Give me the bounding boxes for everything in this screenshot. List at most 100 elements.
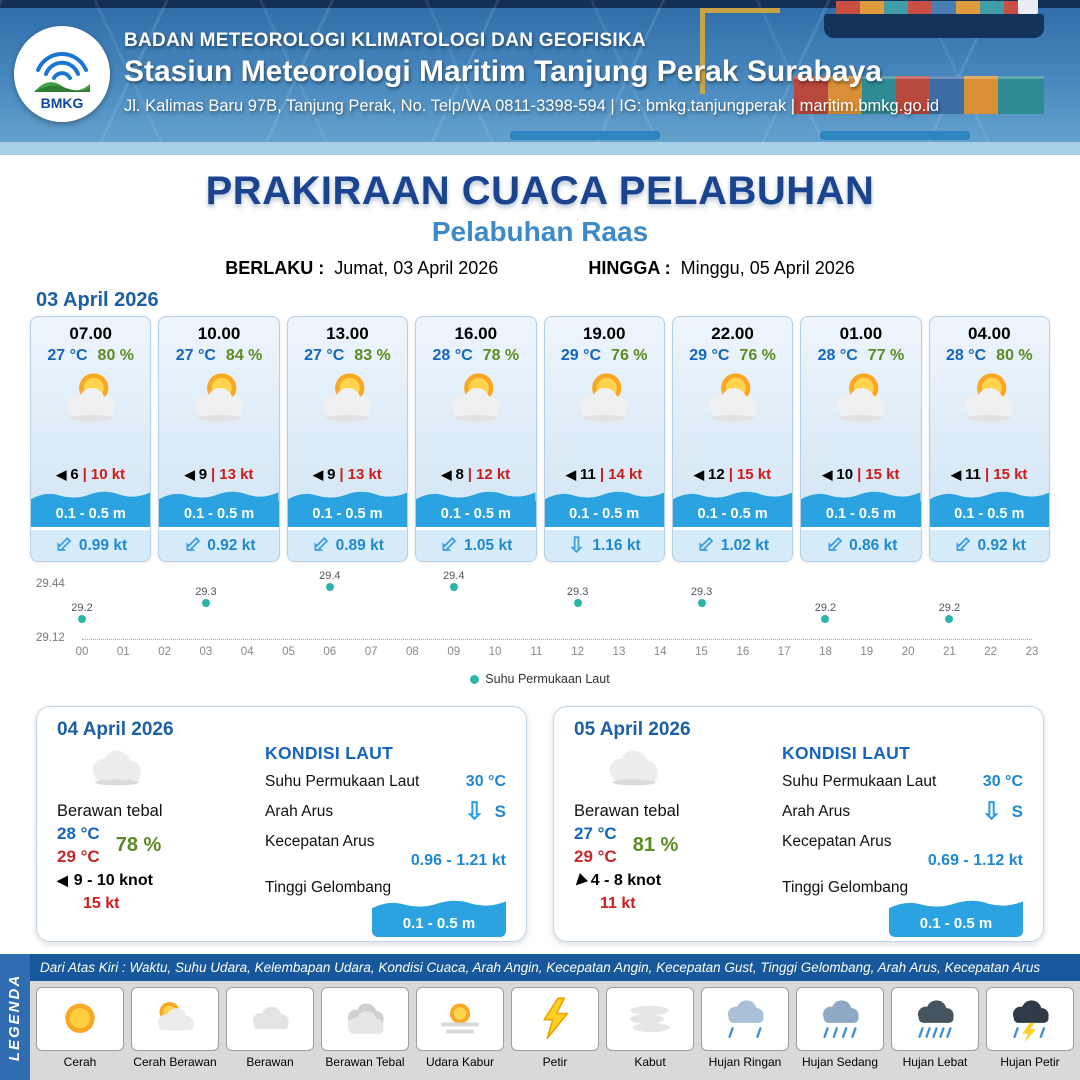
wave-height: 0.1 - 0.5 m [402,915,476,932]
wind-gust-separator: | [211,466,216,483]
legend-item: Hujan Ringan [701,987,789,1080]
current-direction-icon: ⇩ [464,798,485,825]
sst-xaxis: 00 01 02 03 04 05 06 07 08 09 10 11 12 13 14 15 16 17 18 19… [76,646,1039,662]
wind-gust-separator: | [728,466,733,483]
temp-humidity-row: 27 °C 83 % [288,347,407,365]
current-speed-value: 0.96 - 1.21 kt [410,852,506,869]
page-title: PRAKIRAAN CUACA PELABUHAN [205,169,875,213]
wind-gust-separator: | [82,466,87,483]
daily-wind-speed: 4 - 8 knot [590,871,662,889]
legend-item-label: Udara Kabur [425,1055,495,1069]
forecast-date: 03 April 2026 [36,289,159,311]
bench-illustration [820,131,970,140]
x-tick: 23 [1025,646,1039,658]
sst-value: 30 °C [982,773,1023,790]
wind-direction-icon: ◀ [56,466,67,482]
current-speed: 0.92 kt [207,536,256,554]
valid-until-label: HINGGA : [588,258,671,278]
wind-gust-separator: | [467,466,472,483]
current-speed: 0.89 kt [335,536,384,554]
sst-label: Suhu Permukaan Laut [782,773,937,790]
current-direction-icon: ⇩ [981,798,1002,825]
air-temperature: 27 °C [304,347,345,364]
hujan-lebat-icon [891,987,979,1051]
wind-direction-icon: ◀ [313,466,324,482]
wind-direction-icon: ◀ [822,466,833,482]
legend-item-label: Kabut [634,1055,666,1069]
current-speed: 1.02 kt [720,536,769,554]
wind-row: ◀ 11 | 15 kt [930,466,1049,483]
cerah-berawan-icon [131,987,219,1051]
daily-condition: Berawan tebal [574,802,680,820]
sst-point [325,582,334,591]
current-direction-label: Arah Arus [265,803,334,820]
daily-cards: 04 April 2026 Berawan tebal 28 °C 29 °C … [36,706,1044,942]
forecast-time: 07.00 [69,324,112,343]
wave-icon [372,900,506,910]
sst-plot: 29.2 29.3 29.4 29.4 29.3 29.3 29.2 29.2 [71,570,1032,640]
daily-temp-column: 28 °C 29 °C [57,823,100,869]
legend-item-label: Hujan Petir [1000,1055,1060,1069]
humidity: 84 % [225,347,263,364]
legend-item-label: Cerah Berawan [133,1055,217,1069]
gust-speed: 15 kt [736,466,772,483]
x-tick: 04 [240,646,254,658]
humidity: 80 % [996,347,1033,364]
wave-height-band: 0.1 - 0.5 m [544,489,664,527]
forecast-card: 04.00 28 °C 80 % ◀ 11 | 15 kt [928,316,1050,562]
containers-illustration [794,76,1044,114]
x-tick: 17 [777,646,791,658]
daily-temp-max: 29 °C [574,846,617,866]
header-floor [0,142,1080,155]
current-direction-icon: ⇩ [818,531,848,560]
x-tick: 00 [75,646,89,658]
sst-label: Suhu Permukaan Laut [265,773,420,790]
wave-height: 0.1 - 0.5 m [697,506,768,522]
cerah-icon [36,987,124,1051]
sea-conditions-column: KONDISI LAUT Suhu Permukaan Laut 30 °C A… [259,741,506,937]
temp-humidity-row: 28 °C 80 % [930,347,1049,365]
humidity: 76 % [739,347,776,364]
wind-speed: 8 [455,466,464,483]
daily-card: 05 April 2026 Berawan tebal 27 °C 29 °C … [553,706,1044,942]
x-tick: 06 [323,646,337,658]
current-direction-row: Arah Arus ⇩ S [265,800,506,824]
wave-height: 0.1 - 0.5 m [184,506,255,522]
sst-point-label: 29.3 [690,585,713,598]
legend-item: Berawan [226,987,314,1080]
hujan-petir-icon [986,987,1074,1051]
forecast-time: 16.00 [454,324,498,343]
gust-speed: 15 kt [993,466,1028,483]
current-direction-icon: ⇩ [690,531,720,560]
daily-card: 04 April 2026 Berawan tebal 28 °C 29 °C … [36,706,527,942]
weather-icon-cerah-berawan [416,366,535,430]
berawan-tebal-icon [321,987,409,1051]
daily-wind-speed: 9 - 10 knot [73,871,153,889]
daily-temp-min: 28 °C [57,824,100,843]
legend-band-label: LEGENDA [6,973,24,1061]
weather-icon-cerah-berawan [159,366,278,430]
legend-item-label: Hujan Ringan [708,1055,782,1069]
daily-weather-column: Berawan tebal 27 °C 29 °C 81 % ◀ 4 - 8 k… [570,741,776,937]
wind-row: ◀ 9 | 13 kt [288,466,407,483]
ship-illustration [824,0,1044,38]
bmkg-logo-icon: BMKG [34,52,90,111]
chart-legend-label: Suhu Permukaan Laut [485,672,610,686]
x-tick: 18 [819,646,832,658]
wave-height-band: 0.1 - 0.5 m [287,489,408,527]
header: BMKG BADAN METEOROLOGI KLIMATOLOGI DAN G… [0,0,1080,155]
gust-speed: 13 kt [219,466,254,483]
current-direction-label: Arah Arus [782,803,851,820]
x-tick: 11 [530,646,543,658]
x-tick: 02 [158,646,171,658]
port-name: Pelabuhan Raas [431,216,649,247]
forecast-card: 19.00 29 °C 76 % ◀ 11 | 14 kt [543,316,665,562]
x-tick: 12 [571,646,585,658]
wind-row: ◀ 10 | 15 kt [801,466,920,483]
legend-item: Hujan Lebat [891,987,979,1080]
sst-point [573,598,582,607]
wave-row: Tinggi Gelombang [782,879,1023,897]
forecast-time: 10.00 [197,324,241,343]
wind-speed: 6 [70,466,79,483]
current-row: ⇩ 0.92 kt [159,527,279,561]
